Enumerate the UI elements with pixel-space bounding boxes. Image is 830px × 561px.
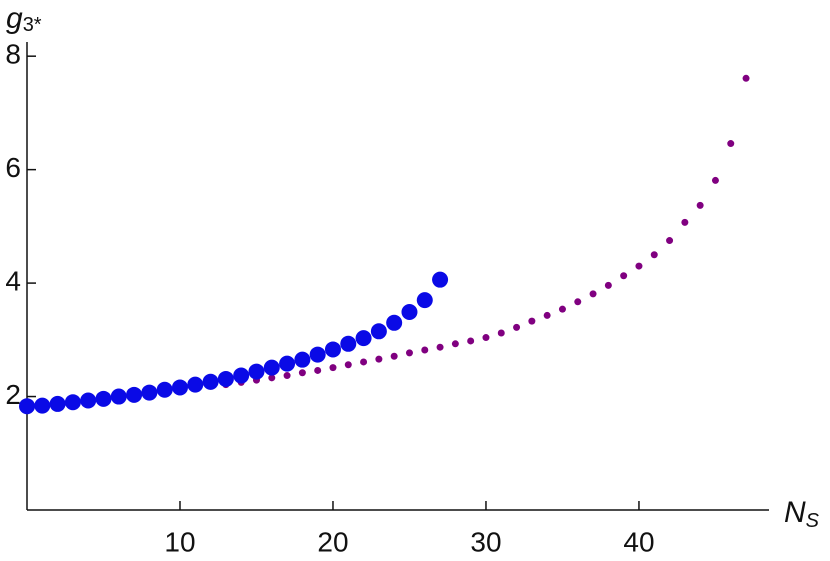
point <box>110 388 127 405</box>
point <box>375 355 383 363</box>
x-tick-label: 20 <box>317 526 348 557</box>
point <box>650 251 658 259</box>
point <box>49 395 66 412</box>
point <box>141 384 158 401</box>
point <box>390 352 398 360</box>
point <box>19 398 35 415</box>
point <box>711 176 719 184</box>
x-label-sub: S <box>806 510 820 532</box>
point <box>436 343 444 351</box>
point <box>405 349 413 357</box>
point <box>233 367 250 384</box>
point <box>401 304 418 321</box>
y-tick-label: 8 <box>5 39 21 70</box>
point <box>696 201 704 209</box>
point <box>574 298 582 306</box>
point <box>416 292 433 309</box>
point <box>95 390 112 407</box>
x-tick-label: 40 <box>623 526 654 557</box>
x-tick-label: 10 <box>164 526 195 557</box>
point <box>620 272 628 280</box>
x-axis-label: NS <box>784 496 820 532</box>
point <box>324 341 341 358</box>
point <box>34 397 51 414</box>
point <box>263 359 280 376</box>
point <box>497 329 505 337</box>
point <box>360 358 368 366</box>
point <box>635 262 643 270</box>
point <box>279 355 296 372</box>
point <box>283 372 291 380</box>
point <box>187 376 204 393</box>
point <box>355 330 372 347</box>
y-label-main: g <box>6 2 23 35</box>
point <box>742 74 750 82</box>
point <box>171 379 188 396</box>
point <box>589 290 597 298</box>
point <box>294 351 311 368</box>
x-tick-label: 30 <box>470 526 501 557</box>
point <box>80 392 97 409</box>
point <box>340 335 357 352</box>
point <box>344 361 352 369</box>
point <box>467 337 475 345</box>
point <box>64 394 81 411</box>
point <box>421 346 429 354</box>
point <box>604 281 612 289</box>
point <box>482 334 490 342</box>
y-tick-label: 2 <box>5 379 21 410</box>
point <box>156 381 173 398</box>
x-label-main: N <box>784 496 806 529</box>
point <box>681 218 689 226</box>
point <box>386 314 403 331</box>
point <box>451 340 459 348</box>
point <box>217 370 234 387</box>
y-tick-label: 4 <box>5 265 21 296</box>
point <box>329 364 337 372</box>
point <box>126 386 143 403</box>
point <box>248 363 265 380</box>
point <box>558 305 566 313</box>
point <box>528 317 536 325</box>
point <box>432 271 449 288</box>
point <box>543 311 551 319</box>
point <box>298 369 306 377</box>
point <box>666 237 674 245</box>
point <box>370 323 387 340</box>
point <box>314 366 322 374</box>
point <box>727 140 735 148</box>
y-axis-label: g3* <box>6 2 42 36</box>
point <box>268 374 276 382</box>
y-tick-label: 6 <box>5 152 21 183</box>
y-label-sub: 3* <box>23 14 42 36</box>
point <box>309 346 326 363</box>
point <box>513 323 521 331</box>
point <box>202 373 219 390</box>
